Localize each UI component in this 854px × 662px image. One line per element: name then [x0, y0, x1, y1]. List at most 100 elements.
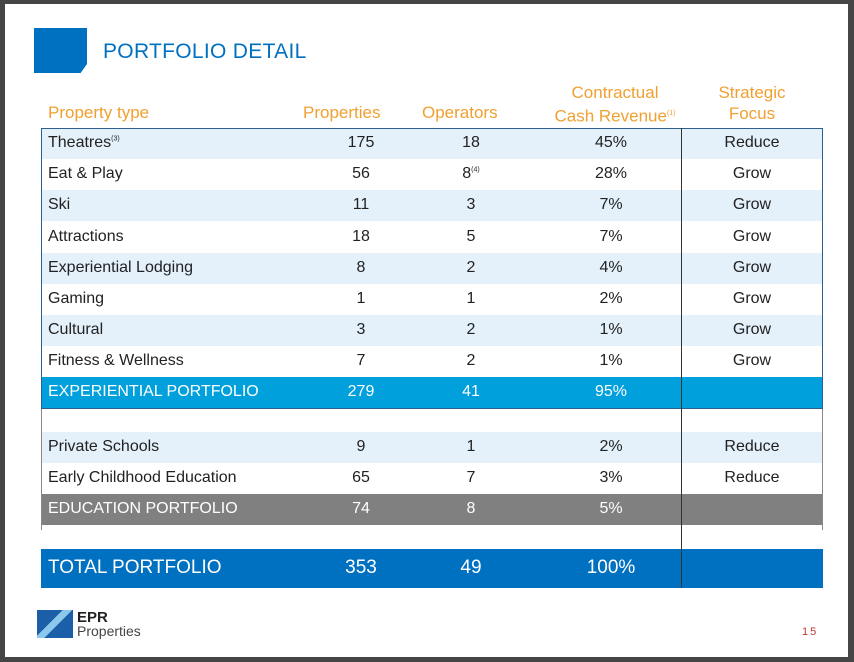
- cell-properties: 9: [321, 438, 401, 456]
- cell-properties: 3: [321, 321, 401, 339]
- cell-revenue: 4%: [571, 259, 651, 277]
- cell-type: Private Schools: [48, 438, 159, 456]
- cell-type: Early Childhood Education: [48, 469, 237, 487]
- cell-operators-text: 8: [462, 165, 472, 183]
- cell-type-text: Attractions: [48, 227, 124, 245]
- cell-operators: 2: [431, 321, 511, 339]
- cell-revenue: 2%: [571, 438, 651, 456]
- cell-operators: 41: [431, 383, 511, 401]
- header-revenue-line1: Contractual: [571, 83, 659, 102]
- cell-type: Theatres(3): [48, 134, 120, 152]
- cell-type-text: Early Childhood Education: [48, 469, 237, 486]
- page-title: PORTFOLIO DETAIL: [103, 40, 307, 63]
- cell-operators-text: 2: [466, 321, 476, 339]
- cell-operators-text: 18: [462, 134, 480, 151]
- cell-properties-text: 1: [356, 290, 366, 307]
- cell-revenue: 2%: [571, 290, 651, 308]
- cell-revenue-text: 3%: [599, 469, 623, 486]
- cell-revenue-text: 5%: [599, 500, 623, 517]
- cell-operators-text: 41: [462, 383, 480, 400]
- cell-revenue-text: 95%: [594, 383, 628, 400]
- cell-focus: Grow: [681, 165, 823, 183]
- column-divider: [681, 128, 682, 588]
- cell-properties: 18: [321, 228, 401, 246]
- logo-text: EPR: [77, 609, 108, 626]
- cell-focus-text: Reduce: [724, 438, 780, 455]
- cell-focus: Grow: [681, 196, 823, 214]
- table-row: Ski 11 3 7% Grow: [41, 190, 823, 222]
- cell-revenue-text: 1%: [599, 352, 623, 370]
- cell-focus: Grow: [681, 321, 823, 339]
- cell-operators-text: 3: [466, 196, 476, 214]
- cell-revenue-text: 1%: [599, 321, 623, 339]
- cell-type: EXPERIENTIAL PORTFOLIO: [48, 383, 259, 401]
- cell-revenue: 7%: [571, 196, 651, 214]
- table-row: Early Childhood Education 65 7 3% Reduce: [41, 463, 823, 494]
- cell-operators-text: 2: [466, 258, 476, 276]
- cell-properties-text: 65: [352, 469, 370, 486]
- header-focus-line1: Strategic: [718, 83, 786, 102]
- cell-type-text: TOTAL PORTFOLIO: [48, 557, 222, 578]
- cell-revenue: 5%: [571, 500, 651, 518]
- experiential-total-row: EXPERIENTIAL PORTFOLIO 279 41 95%: [41, 377, 823, 408]
- total-portfolio-row: TOTAL PORTFOLIO 353 49 100%: [41, 549, 823, 588]
- table-row: Cultural 3 2 1% Grow: [41, 315, 823, 347]
- cell-focus-text: Grow: [732, 290, 772, 307]
- cell-operators-text: 1: [466, 438, 476, 455]
- cell-properties-text: 3: [356, 321, 366, 339]
- cell-focus-text: Reduce: [724, 469, 780, 486]
- cell-revenue-text: 100%: [586, 557, 636, 578]
- cell-focus-text: Grow: [732, 196, 772, 214]
- cell-operators: 3: [431, 196, 511, 214]
- cell-properties-text: 353: [345, 557, 377, 578]
- cell-operators-text: 1: [466, 290, 476, 307]
- cell-focus: Grow: [681, 352, 823, 370]
- cell-properties-text: 11: [352, 196, 370, 214]
- cell-revenue: 28%: [571, 165, 651, 183]
- cell-focus-text: Grow: [732, 352, 772, 370]
- cell-properties: 7: [321, 352, 401, 370]
- cell-operators: 1: [431, 290, 511, 308]
- cell-type: Experiential Lodging: [48, 259, 193, 277]
- cell-revenue-text: 2%: [599, 438, 623, 455]
- cell-operators: 2: [431, 259, 511, 277]
- cell-operators: 2: [431, 352, 511, 370]
- cell-type-text: Private Schools: [48, 438, 160, 455]
- cell-focus: Reduce: [681, 438, 823, 456]
- cell-type-text: Experiential Lodging: [48, 258, 193, 276]
- cell-properties: 353: [321, 557, 401, 579]
- table-row: Experiential Lodging 8 2 4% Grow: [41, 252, 823, 284]
- cell-operators: 5: [431, 228, 511, 246]
- footnote-marker: (4): [471, 166, 480, 174]
- header-revenue-line2: Cash Revenue: [554, 106, 667, 126]
- header-property-type: Property type: [48, 103, 150, 122]
- cell-operators: 49: [431, 557, 511, 579]
- epr-logo-icon: [37, 610, 73, 638]
- cell-type: Eat & Play: [48, 165, 123, 183]
- cell-properties: 175: [321, 134, 401, 152]
- cell-operators: 7: [431, 469, 511, 487]
- cell-properties: 56: [321, 165, 401, 183]
- header-revenue: Contractual Cash Revenue(1): [545, 82, 685, 127]
- cell-properties-text: 175: [347, 134, 375, 151]
- cell-revenue: 7%: [571, 228, 651, 246]
- cell-focus: Grow: [681, 290, 823, 308]
- cell-operators-text: 2: [466, 352, 476, 370]
- cell-focus: Grow: [681, 259, 823, 277]
- cell-properties-text: 279: [347, 383, 375, 400]
- cell-revenue-text: 45%: [594, 134, 628, 151]
- cell-properties: 279: [321, 383, 401, 401]
- cell-revenue-text: 28%: [594, 165, 628, 183]
- header-focus: Strategic Focus: [695, 82, 809, 124]
- cell-operators: 8(4): [431, 165, 511, 183]
- cell-type: TOTAL PORTFOLIO: [48, 557, 222, 579]
- table-row: Theatres(3) 175 18 45% Reduce: [41, 128, 823, 159]
- cell-revenue-text: 7%: [599, 196, 623, 214]
- cell-type: EDUCATION PORTFOLIO: [48, 500, 238, 518]
- table-row: Attractions 18 5 7% Grow: [41, 222, 823, 253]
- cell-focus: Grow: [681, 228, 823, 246]
- cell-type-text: Ski: [48, 196, 71, 214]
- cell-focus-text: Reduce: [724, 134, 780, 151]
- cell-focus: Reduce: [681, 469, 823, 487]
- cell-revenue: 1%: [571, 352, 651, 370]
